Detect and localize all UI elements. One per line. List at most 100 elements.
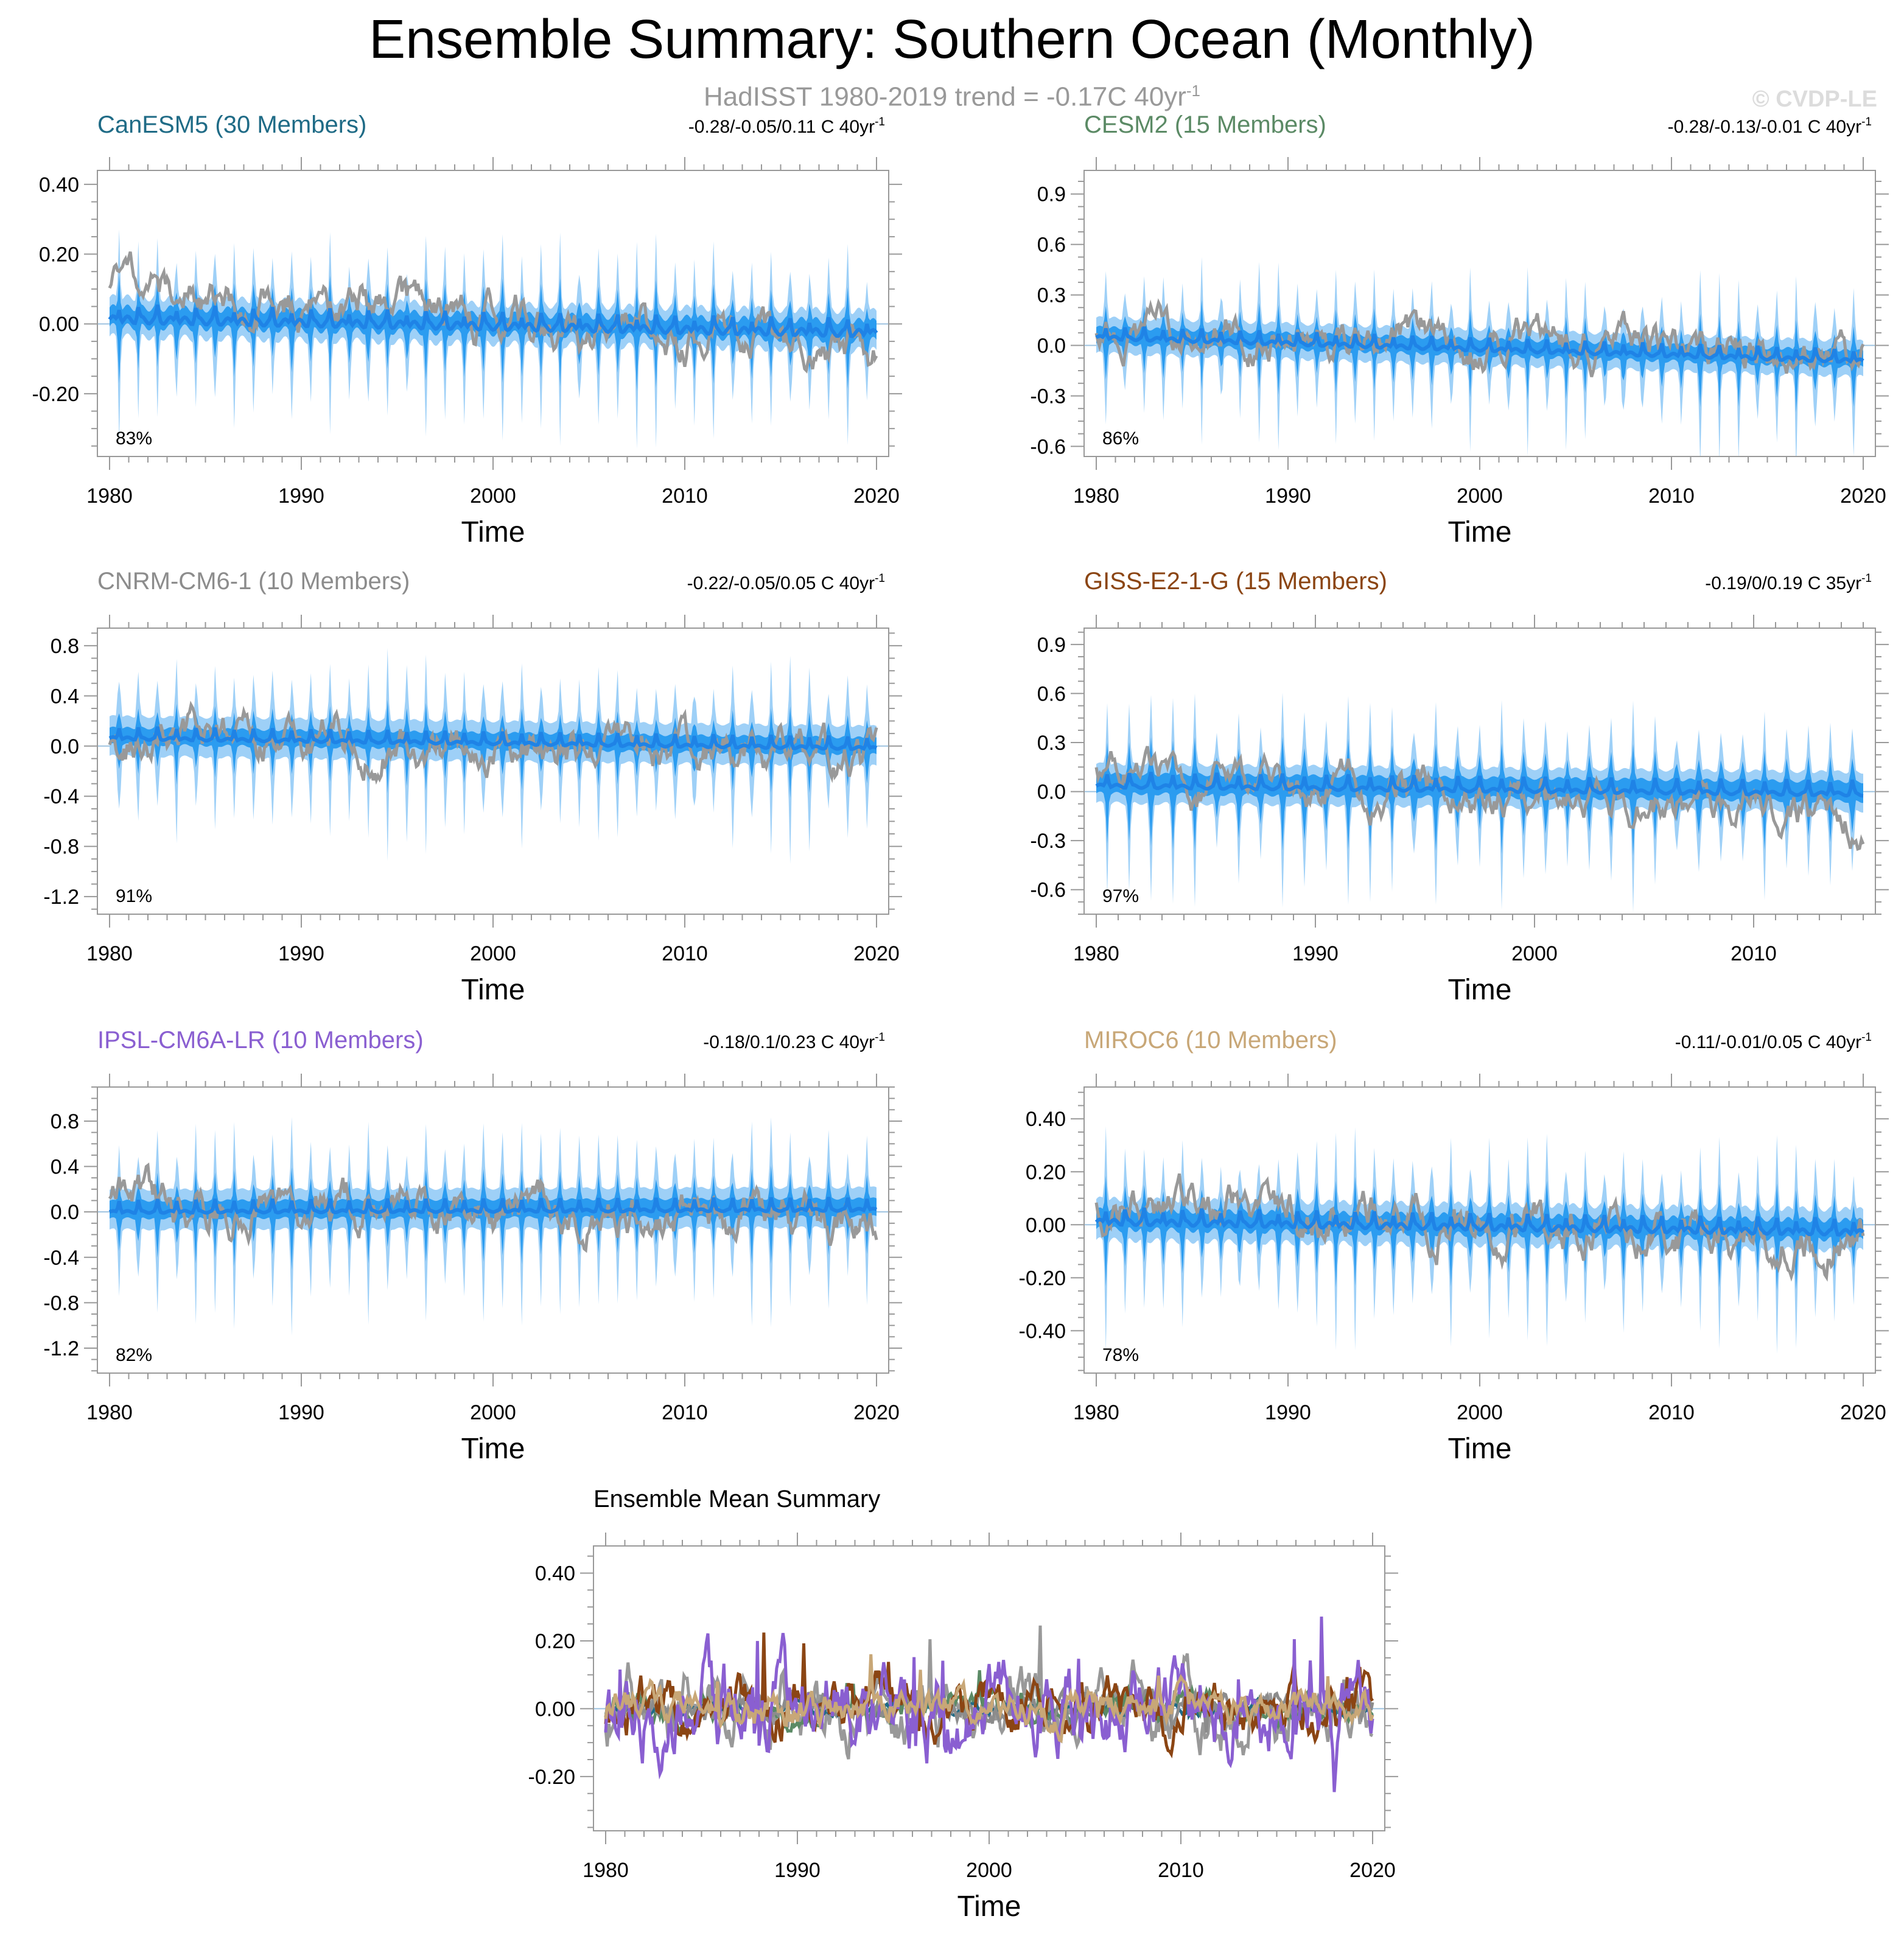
y-tick-label: 0.3	[1037, 284, 1066, 307]
x-tick-label: 2020	[853, 942, 900, 965]
y-tick-label: 0.00	[39, 313, 79, 336]
trend-text: -0.11/-0.01/0.05 C 40yr-1	[1675, 1031, 1872, 1052]
x-tick-label: 1980	[86, 1401, 133, 1424]
y-tick-label: 0.9	[1037, 183, 1066, 206]
x-axis-label: Time	[1448, 1433, 1512, 1465]
ensemble-mean-line	[1095, 772, 1864, 798]
trend-text: -0.22/-0.05/0.05 C 40yr-1	[687, 572, 885, 593]
percent-label: 86%	[1102, 428, 1139, 449]
ensemble-mean-line	[108, 726, 878, 751]
chart-title: MIROC6 (10 Members)	[1084, 1027, 1337, 1054]
y-tick-label: 0.20	[535, 1630, 575, 1653]
page-subtitle: HadISST 1980-2019 trend = -0.17C 40yr-1	[0, 82, 1904, 113]
y-tick-label: -1.2	[43, 1337, 79, 1360]
x-axis-label: Time	[1448, 516, 1512, 548]
chart-title: CNRM-CM6-1 (10 Members)	[97, 568, 410, 595]
series-line-ipsl-cm6a-lr	[604, 1617, 1374, 1792]
x-tick-label: 2000	[470, 484, 516, 508]
series-line-miroc6	[604, 1654, 1374, 1743]
x-axis-label: Time	[957, 1890, 1021, 1923]
y-tick-label: -0.3	[1030, 385, 1066, 408]
percent-label: 91%	[116, 886, 152, 906]
x-tick-label: 2000	[1457, 1401, 1503, 1424]
y-tick-label: 0.3	[1037, 732, 1066, 755]
x-tick-label: 2000	[1511, 942, 1558, 965]
y-tick-label: -0.8	[43, 836, 79, 859]
page-subtitle-sup: -1	[1186, 82, 1201, 100]
x-tick-label: 2020	[1840, 484, 1886, 508]
x-axis-label: Time	[1448, 974, 1512, 1006]
inner-band	[1096, 299, 1863, 413]
y-tick-label: 0.6	[1037, 234, 1066, 257]
y-tick-label: 0.00	[1026, 1214, 1066, 1237]
y-tick-label: 0.0	[51, 735, 79, 758]
y-tick-label: 0.8	[51, 1110, 79, 1133]
x-axis-label: Time	[461, 974, 525, 1006]
trend-text: -0.28/-0.13/-0.01 C 40yr-1	[1668, 116, 1872, 137]
inner-band	[110, 699, 877, 799]
obs-line	[1094, 746, 1865, 851]
trend-text: -0.19/0/0.19 C 35yr-1	[1705, 572, 1872, 593]
plot-frame	[1083, 170, 1876, 457]
trend-sup: -1	[1861, 572, 1872, 585]
y-tick-label: 0.0	[1037, 335, 1066, 358]
x-tick-label: 2010	[662, 1401, 708, 1424]
chart-panel-5: IPSL-CM6A-LR (10 Members) -0.18/0.1/0.23 …	[43, 1027, 902, 1465]
y-tick-label: 0.0	[1037, 781, 1066, 804]
inner-band	[110, 1166, 877, 1270]
x-tick-label: 2010	[662, 942, 708, 965]
x-tick-label: 2020	[853, 1401, 900, 1424]
plot-area	[98, 229, 888, 449]
trend-sup: -1	[1861, 1031, 1872, 1044]
page-subtitle-text: HadISST 1980-2019 trend = -0.17C 40yr	[703, 82, 1186, 112]
y-tick-label: -0.4	[43, 1246, 79, 1270]
y-tick-label: -1.2	[43, 886, 79, 909]
outer-band	[1096, 1126, 1863, 1354]
y-tick-label: -0.20	[1019, 1267, 1066, 1290]
x-tick-label: 2000	[966, 1859, 1012, 1882]
chart-title: GISS-E2-1-G (15 Members)	[1084, 568, 1387, 595]
x-tick-label: 1990	[1292, 942, 1339, 965]
chart-panel-3: CNRM-CM6-1 (10 Members) -0.22/-0.05/0.05 …	[43, 568, 902, 1006]
chart-panel-7: Ensemble Mean Summary 1980 1990 2000 2010 202…	[528, 1486, 1398, 1923]
page-title: Ensemble Summary: Southern Ocean (Monthl…	[369, 9, 1535, 70]
outer-band	[110, 229, 877, 449]
x-tick-label: 1980	[86, 942, 133, 965]
ensemble-mean-line	[1095, 326, 1864, 364]
chart-panel-1: CanESM5 (30 Members) -0.28/-0.05/0.11 C 4…	[32, 111, 902, 548]
x-tick-label: 2010	[1158, 1859, 1204, 1882]
y-tick-label: -0.20	[528, 1766, 576, 1789]
x-tick-label: 1990	[278, 1401, 324, 1424]
x-tick-label: 1980	[583, 1859, 629, 1882]
chart-title: Ensemble Mean Summary	[593, 1486, 880, 1512]
x-tick-label: 2000	[470, 942, 516, 965]
x-tick-label: 2020	[853, 484, 900, 508]
y-tick-label: 0.40	[1026, 1108, 1066, 1131]
x-axis-label: Time	[461, 1433, 525, 1465]
x-tick-label: 2020	[1840, 1401, 1886, 1424]
trend-text: -0.28/-0.05/0.11 C 40yr-1	[688, 116, 885, 137]
inner-band	[1096, 1175, 1863, 1291]
x-tick-label: 1980	[1073, 1401, 1119, 1424]
chart-title: CESM2 (15 Members)	[1084, 111, 1326, 138]
chart-panel-4: GISS-E2-1-G (15 Members) -0.19/0/0.19 C 3…	[1030, 568, 1889, 1006]
y-tick-label: 0.40	[535, 1562, 575, 1586]
y-tick-label: -0.20	[32, 383, 80, 406]
y-tick-label: 0.0	[51, 1201, 79, 1224]
y-tick-label: 0.00	[535, 1698, 575, 1721]
plot-frame	[97, 628, 889, 915]
x-tick-label: 2010	[1648, 484, 1695, 508]
y-tick-label: 0.20	[39, 243, 79, 267]
trend-sup: -1	[875, 572, 885, 585]
y-tick-label: -0.8	[43, 1292, 79, 1315]
x-tick-label: 2010	[662, 484, 708, 508]
y-tick-label: 0.6	[1037, 682, 1066, 705]
chart-panel-6: MIROC6 (10 Members) -0.11/-0.01/0.05 C 40…	[1019, 1027, 1889, 1465]
trend-sup: -1	[875, 1031, 885, 1044]
x-tick-label: 1990	[1265, 1401, 1311, 1424]
y-tick-label: -0.4	[43, 785, 79, 808]
inner-band	[1096, 736, 1863, 856]
trend-sup: -1	[1861, 116, 1872, 128]
inner-band	[110, 274, 877, 391]
